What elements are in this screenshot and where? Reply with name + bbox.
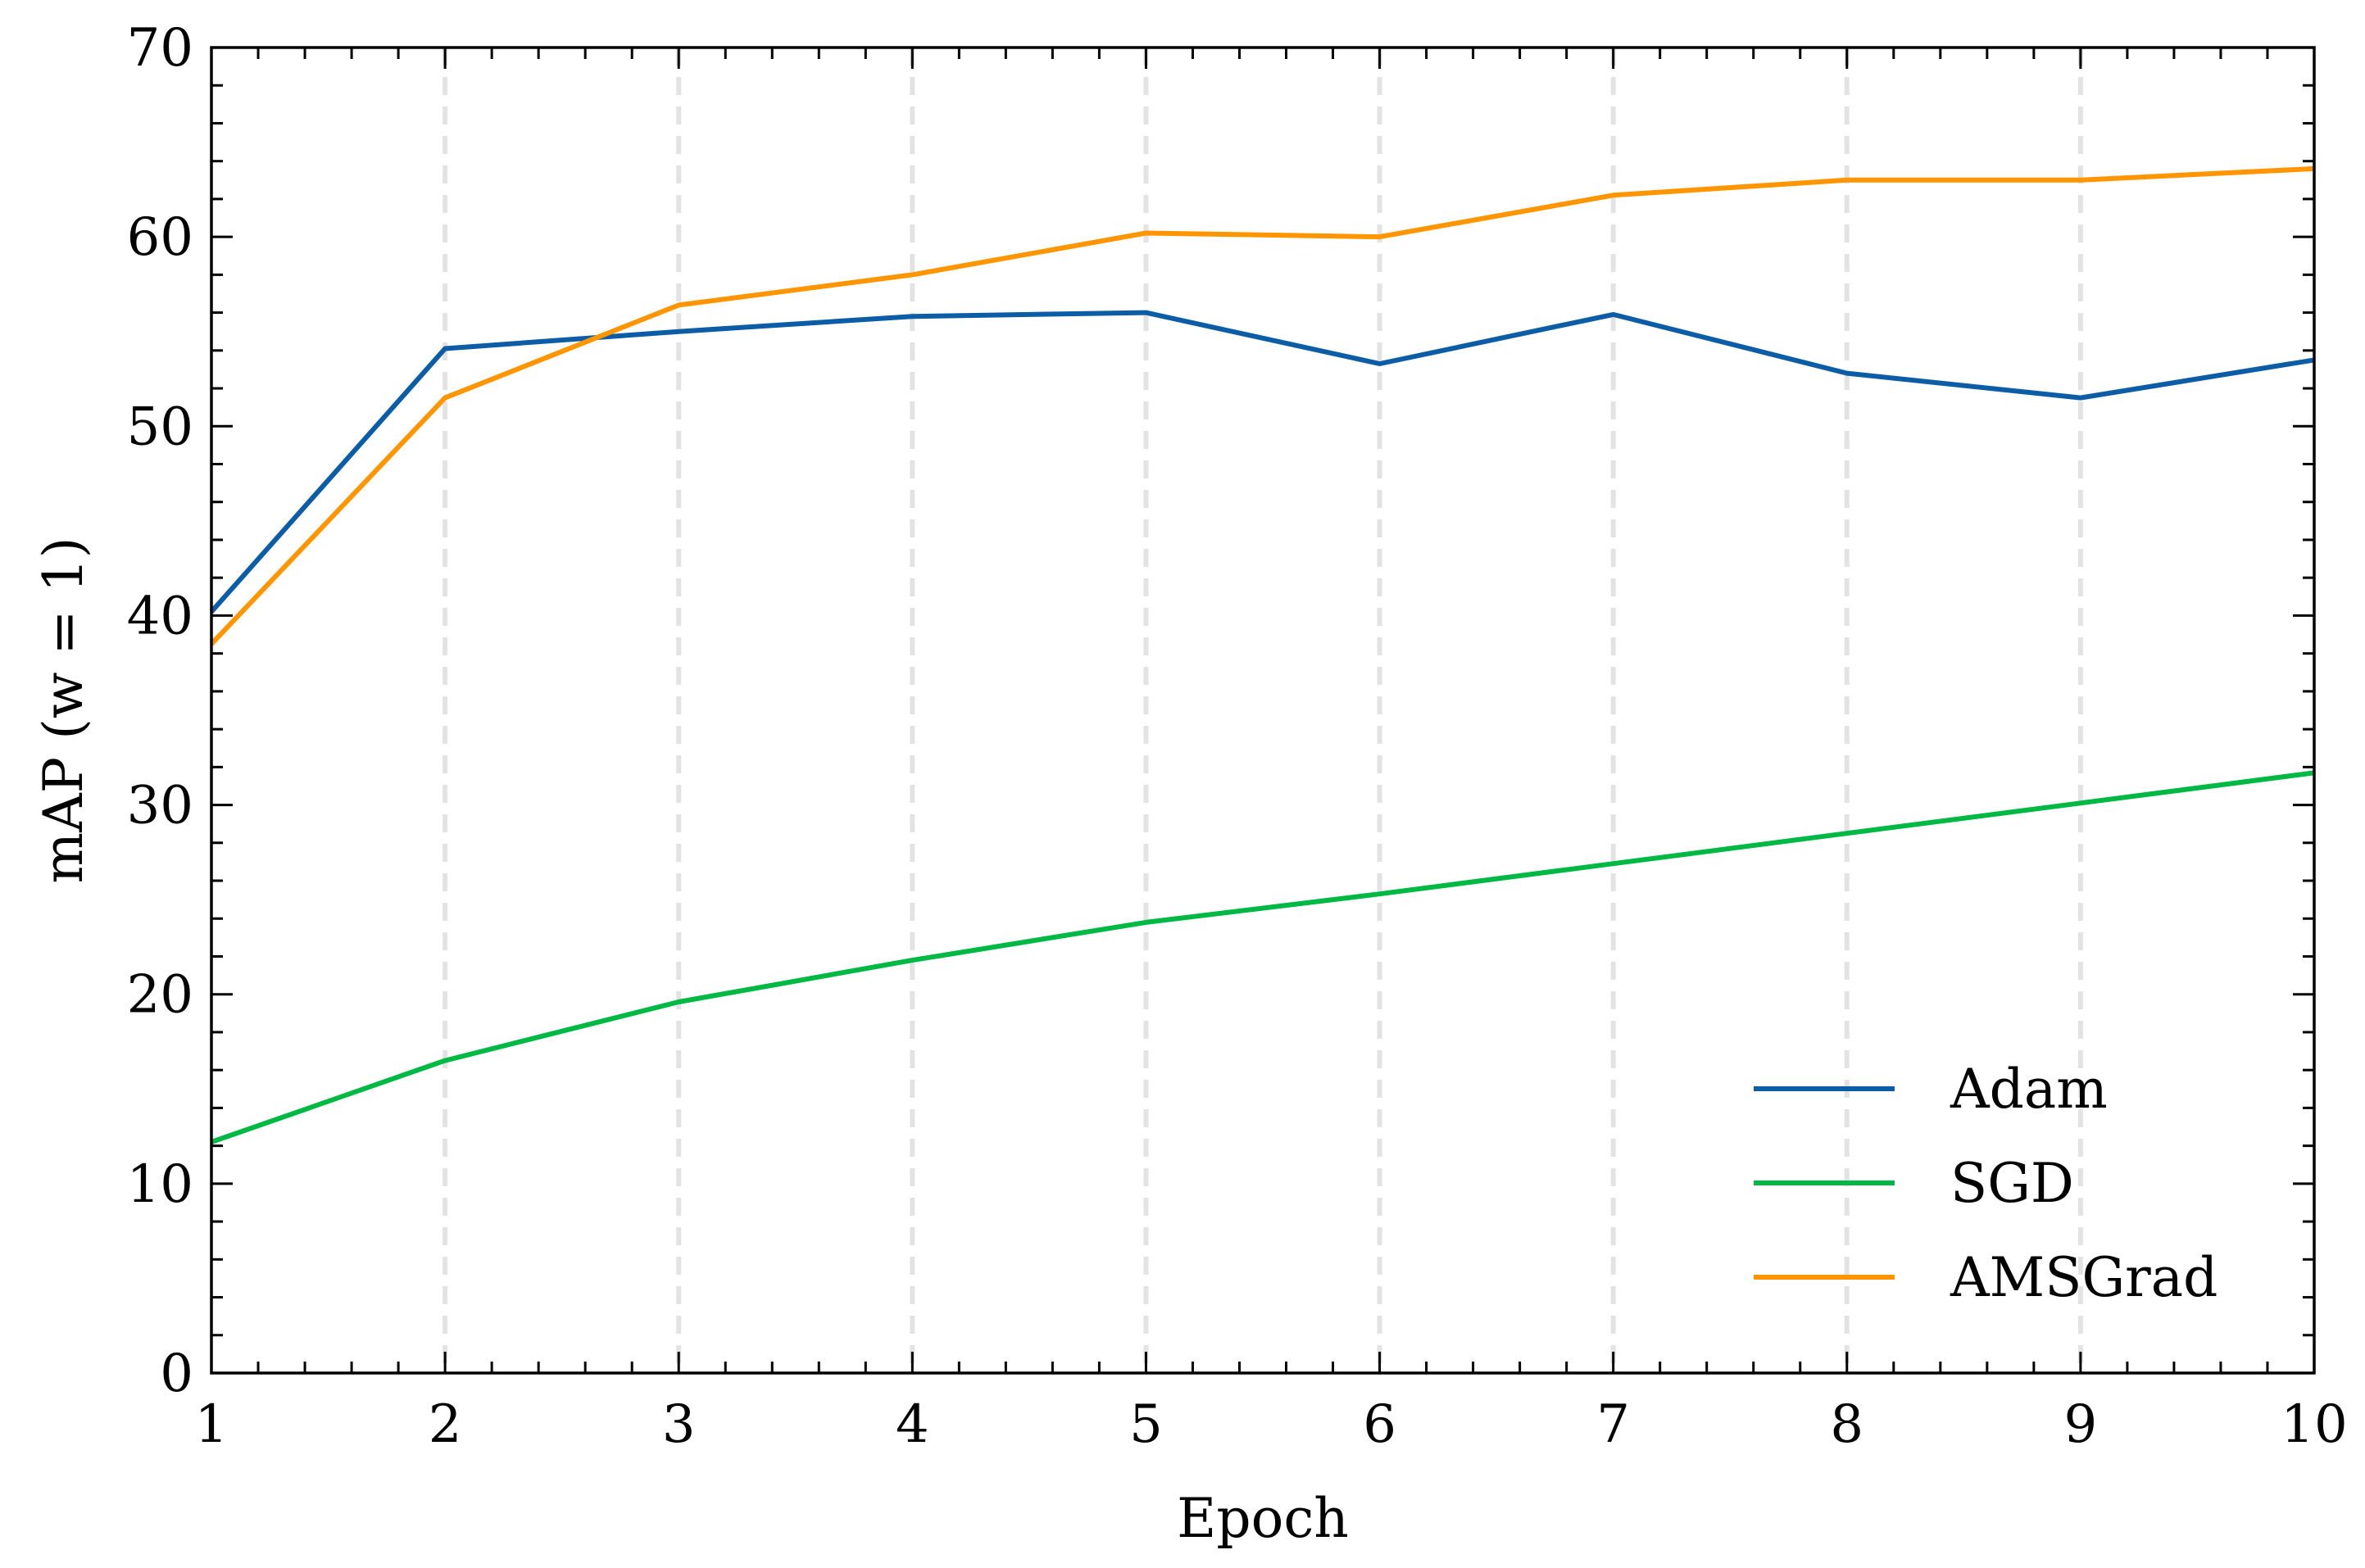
x-axis-label: Epoch xyxy=(1177,1487,1349,1550)
x-tick-label-10: 10 xyxy=(2281,1394,2347,1455)
x-tick-label-3: 3 xyxy=(662,1394,696,1455)
series-line-amsgrad xyxy=(209,165,2315,646)
y-axis-label: mAP (w = 1) xyxy=(32,537,95,884)
series-line-sgd xyxy=(211,770,2315,1144)
x-tick-label-4: 4 xyxy=(896,1394,929,1455)
axis-ticks xyxy=(210,46,2316,1375)
y-tick-label-60: 60 xyxy=(127,207,193,268)
x-tick-label-2: 2 xyxy=(429,1394,462,1455)
x-tick-label-1: 1 xyxy=(195,1394,229,1455)
x-tick-labels: 1 2 3 4 5 6 7 8 9 10 xyxy=(195,1394,2348,1455)
legend-label-amsgrad: AMSGrad xyxy=(1950,1246,2217,1309)
y-tick-label-30: 30 xyxy=(127,776,193,836)
y-tick-label-10: 10 xyxy=(127,1154,193,1215)
x-tick-label-6: 6 xyxy=(1363,1394,1396,1455)
legend: Adam SGD AMSGrad xyxy=(1754,1058,2217,1309)
x-tick-label-9: 9 xyxy=(2064,1394,2098,1455)
y-tick-label-70: 70 xyxy=(127,18,193,79)
y-tick-label-40: 40 xyxy=(127,586,193,646)
legend-label-adam: Adam xyxy=(1950,1058,2108,1121)
x-tick-label-5: 5 xyxy=(1129,1394,1163,1455)
gridlines xyxy=(443,48,2083,1373)
legend-label-sgd: SGD xyxy=(1950,1152,2074,1215)
y-tick-label-20: 20 xyxy=(127,965,193,1026)
y-tick-label-0: 0 xyxy=(160,1344,193,1404)
series-lines xyxy=(209,165,2315,1144)
series-line-adam xyxy=(209,310,2315,614)
x-tick-label-8: 8 xyxy=(1830,1394,1863,1455)
y-tick-labels: 0 10 20 30 40 50 60 70 xyxy=(127,18,193,1404)
plot-frame xyxy=(210,46,2316,1375)
y-tick-label-50: 50 xyxy=(127,397,193,457)
x-tick-label-7: 7 xyxy=(1596,1394,1630,1455)
